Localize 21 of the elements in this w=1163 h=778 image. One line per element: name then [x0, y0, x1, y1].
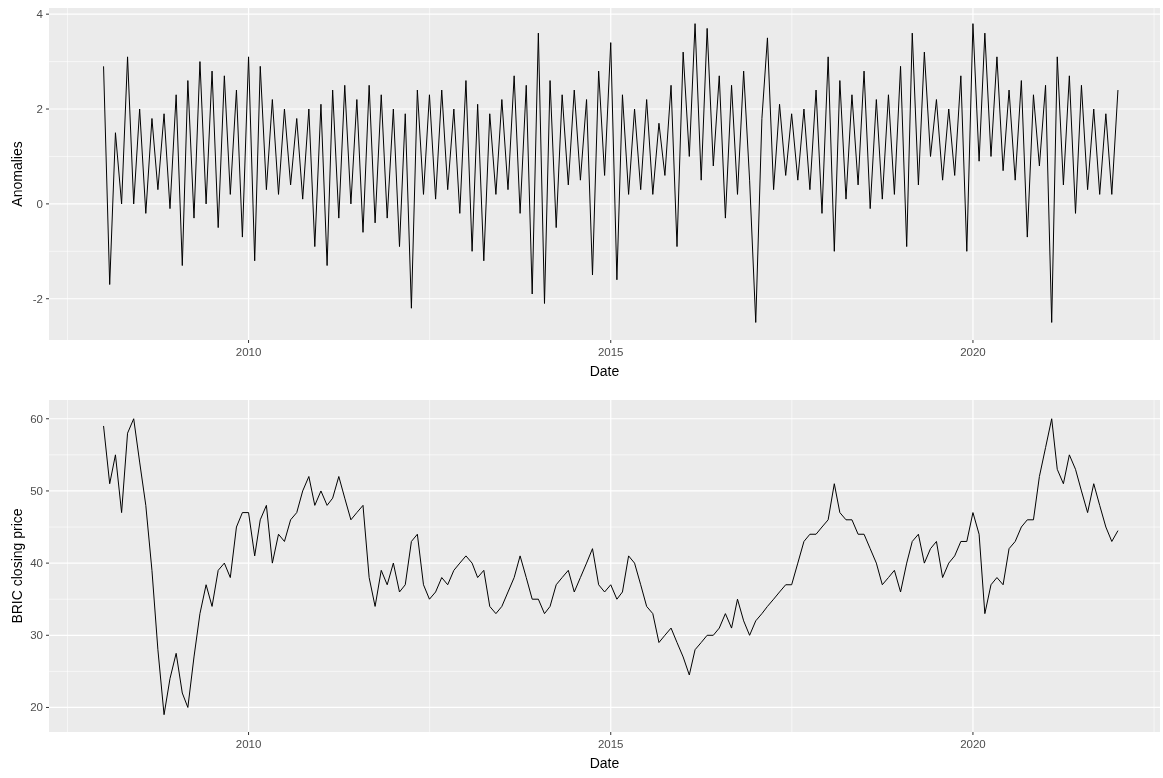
line-series — [103, 418, 1119, 716]
y-tick-label: 20 — [30, 701, 43, 714]
x-axis-title: Date — [589, 755, 620, 771]
x-tick-label: 2015 — [597, 346, 624, 358]
y-tick-label: 2 — [36, 103, 43, 116]
y-tick-label: 4 — [36, 8, 44, 21]
x-tick-label: 2020 — [960, 738, 986, 750]
y-tick-label: 60 — [30, 412, 43, 425]
y-tick-label: -2 — [32, 292, 43, 305]
x-tick-label: 2015 — [597, 738, 624, 750]
y-axis-title: BRIC closing price — [9, 508, 25, 624]
y-tick-label: 50 — [30, 484, 43, 497]
x-tick-label: 2010 — [235, 738, 262, 750]
y-axis-title: Anomalies — [9, 141, 25, 207]
x-tick-label: 2010 — [235, 346, 262, 358]
y-tick-label: 30 — [30, 629, 43, 642]
y-tick-label: 0 — [36, 197, 43, 210]
y-tick-label: 40 — [30, 557, 43, 570]
x-axis-title: Date — [589, 363, 620, 379]
x-tick-label: 2020 — [960, 346, 986, 358]
line-series — [103, 23, 1119, 323]
